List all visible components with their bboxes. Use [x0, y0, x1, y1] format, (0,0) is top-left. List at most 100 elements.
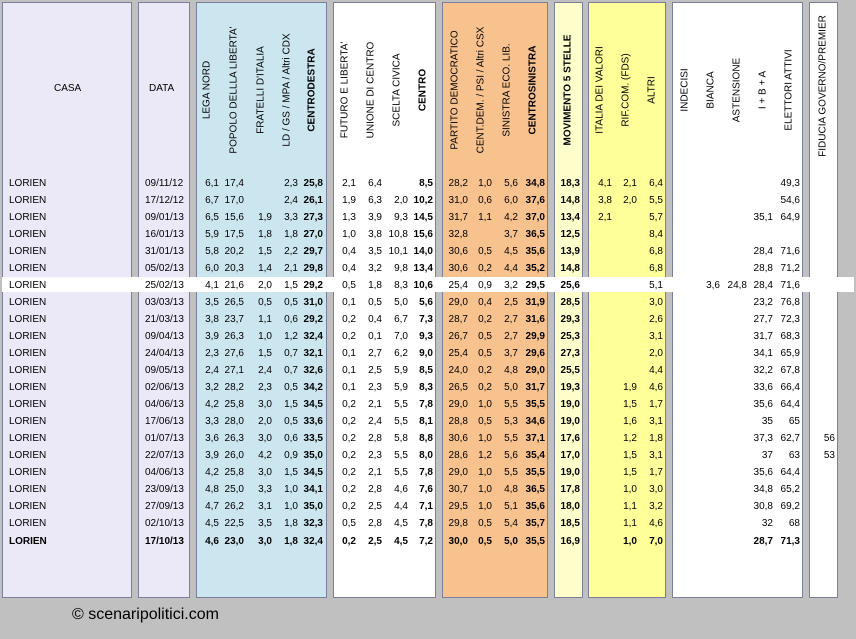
cell-ld: 0,5 [284, 382, 298, 393]
cell-sel: 5,5 [504, 399, 518, 410]
cell-fli: 0,2 [342, 416, 356, 427]
cell-sel: 5,5 [504, 433, 518, 444]
cell-el: 72,3 [780, 314, 800, 325]
cell-centro: 10,2 [413, 195, 433, 206]
cell-casa: LORIEN [9, 518, 47, 529]
cell-ln: 4,8 [205, 484, 219, 495]
cell-udc: 3,5 [368, 246, 382, 257]
cell-sc: 5,5 [394, 416, 408, 427]
cell-udc: 2,5 [368, 365, 382, 376]
cell-ln: 6,1 [205, 178, 219, 189]
cell-ln: 4,5 [205, 518, 219, 529]
cell-el: 66,4 [780, 382, 800, 393]
cell-fid: 53 [823, 450, 835, 461]
cell-centro: 14,5 [413, 212, 433, 223]
cell-data: 02/10/13 [145, 518, 184, 529]
cell-cdem: 1,0 [478, 433, 492, 444]
cell-sel: 3,7 [504, 348, 518, 359]
cell-pdl: 27,1 [224, 365, 244, 376]
cell-centro: 7,8 [419, 467, 433, 478]
cell-el: 71,6 [780, 246, 800, 257]
header-idv: ITALIA DEI VALORI [594, 46, 606, 134]
cell-ibpa: 31,7 [753, 331, 773, 342]
cell-centro: 8,3 [419, 382, 433, 393]
cell-el: 69,2 [780, 501, 800, 512]
cell-cdx: 33,5 [303, 433, 323, 444]
cell-ibpa: 35 [761, 416, 773, 427]
cell-udc: 3,9 [368, 212, 382, 223]
cell-casa: LORIEN [9, 178, 47, 189]
header-rif: RIF.COM. (FDS) [620, 53, 632, 127]
cell-cdem: 0,9 [478, 280, 492, 291]
cell-ibpa: 28,7 [753, 536, 773, 547]
cell-m5s: 25,3 [560, 331, 580, 342]
cell-csx: 29,6 [525, 348, 545, 359]
cell-sel: 4,4 [504, 263, 518, 274]
cell-m5s: 13,9 [560, 246, 580, 257]
cell-altri: 4,6 [649, 382, 663, 393]
header-astensione: ASTENSIONE [731, 57, 743, 123]
cell-udc: 1,8 [368, 280, 382, 291]
cell-sc: 5,0 [394, 297, 408, 308]
cell-sel: 5,6 [504, 450, 518, 461]
cell-cdem: 1,1 [478, 212, 492, 223]
cell-data: 09/05/13 [145, 365, 184, 376]
cell-fdi: 1,5 [258, 348, 272, 359]
cell-ibpa: 35,6 [753, 467, 773, 478]
cell-ld: 1,5 [284, 280, 298, 291]
footer-copyright: © scenaripolitici.com [72, 606, 219, 623]
cell-fdi: 1,4 [258, 263, 272, 274]
cell-casa: LORIEN [9, 416, 47, 427]
cell-rif: 1,6 [623, 416, 637, 427]
cell-cdx: 35,0 [303, 450, 323, 461]
cell-csx: 35,2 [525, 263, 545, 274]
cell-pdl: 28,0 [224, 416, 244, 427]
cell-rif: 1,5 [623, 450, 637, 461]
cell-fdi: 3,0 [258, 536, 272, 547]
cell-casa: LORIEN [9, 229, 47, 240]
cell-sel: 4,8 [504, 365, 518, 376]
cell-fdi: 3,0 [258, 399, 272, 410]
cell-udc: 2,3 [368, 450, 382, 461]
cell-fdi: 2,0 [258, 280, 272, 291]
cell-csx: 37,0 [525, 212, 545, 223]
cell-altri: 1,7 [649, 467, 663, 478]
cell-pdl: 26,0 [224, 450, 244, 461]
fiducia-panel [809, 2, 838, 598]
cell-cdx: 29,8 [303, 263, 323, 274]
header-pd: PARTITO DEMOCRATICO [449, 30, 461, 150]
cell-data: 17/10/13 [145, 536, 184, 547]
cell-altri: 8,4 [649, 229, 663, 240]
cell-ibpa: 32 [761, 518, 773, 529]
cell-pdl: 26,5 [224, 297, 244, 308]
cell-el: 76,8 [780, 297, 800, 308]
cell-cdem: 0,5 [478, 348, 492, 359]
cell-rif: 1,1 [623, 518, 637, 529]
m5s-panel [554, 2, 583, 598]
cell-data: 25/02/13 [145, 280, 184, 291]
cell-ibpa: 37 [761, 450, 773, 461]
cell-casa: LORIEN [9, 399, 47, 410]
cell-csx: 29,9 [525, 331, 545, 342]
cell-cdx: 33,6 [303, 416, 323, 427]
cell-pdl: 23,7 [224, 314, 244, 325]
cell-altri: 4,4 [649, 365, 663, 376]
cell-m5s: 28,5 [560, 297, 580, 308]
cell-cdx: 34,5 [303, 467, 323, 478]
cell-ibpa: 28,8 [753, 263, 773, 274]
cell-cdem: 0,5 [478, 331, 492, 342]
cell-ln: 3,5 [205, 297, 219, 308]
cell-fli: 0,4 [342, 263, 356, 274]
cell-centro: 7,8 [419, 518, 433, 529]
cell-cdx: 27,3 [303, 212, 323, 223]
cell-sel: 5,0 [504, 536, 518, 547]
cell-pdl: 17,0 [224, 195, 244, 206]
cell-sc: 4,4 [394, 501, 408, 512]
cell-casa: LORIEN [9, 450, 47, 461]
cell-pd: 30,6 [448, 263, 468, 274]
cell-ld: 3,3 [284, 212, 298, 223]
cell-udc: 2,3 [368, 382, 382, 393]
cell-udc: 2,8 [368, 433, 382, 444]
cell-altri: 3,2 [649, 501, 663, 512]
cell-ld: 2,1 [284, 263, 298, 274]
